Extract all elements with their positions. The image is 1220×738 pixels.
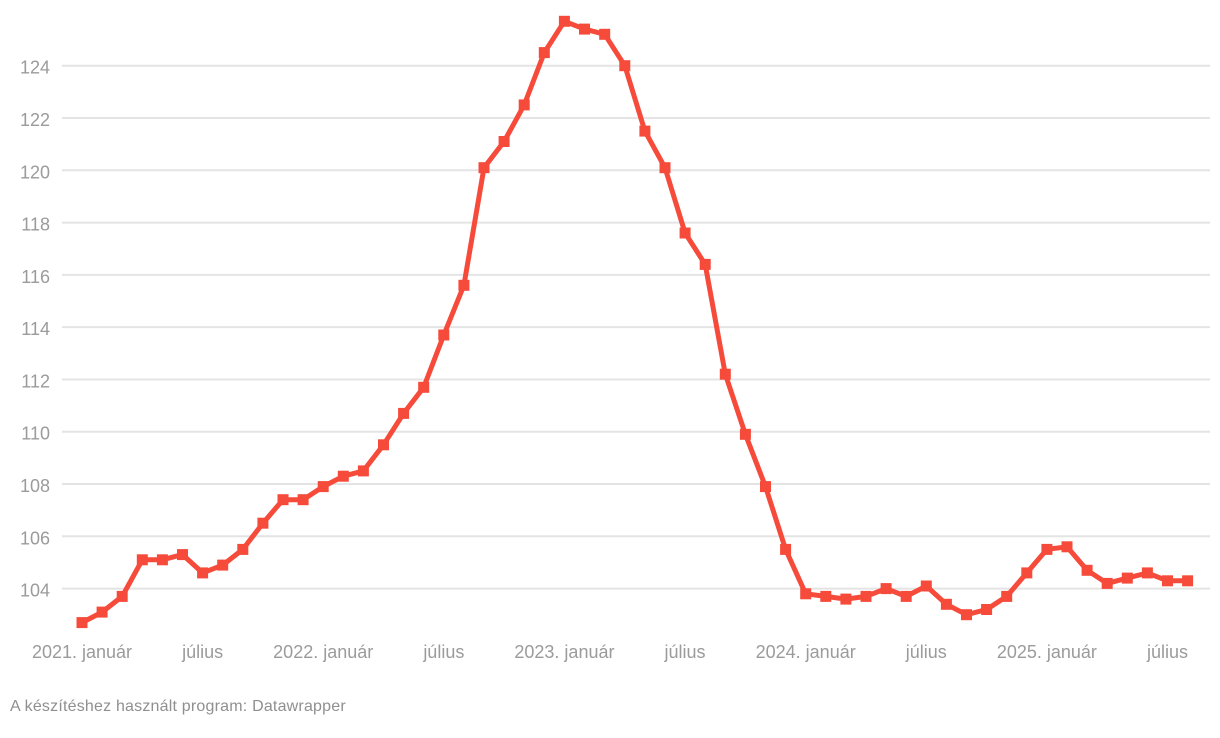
data-line bbox=[79, 18, 1191, 626]
data-point-marker bbox=[197, 567, 209, 579]
data-point-marker bbox=[177, 549, 188, 561]
data-point-marker bbox=[599, 28, 611, 40]
data-point-marker bbox=[116, 590, 128, 602]
data-point-marker bbox=[337, 470, 349, 482]
data-point-marker bbox=[76, 617, 88, 629]
data-point-marker bbox=[860, 590, 872, 602]
data-point-marker bbox=[1162, 575, 1173, 587]
data-point-marker bbox=[1081, 564, 1093, 576]
x-axis-label: július bbox=[905, 642, 947, 662]
data-point-marker bbox=[237, 543, 249, 555]
data-point-marker bbox=[780, 543, 792, 555]
y-axis-label: 118 bbox=[21, 215, 50, 235]
y-axis-label: 104 bbox=[20, 581, 50, 601]
data-point-marker bbox=[699, 258, 711, 270]
line-chart: 104 106 108 110 112 114 116 118 120 122 124 2021. … bbox=[20, 15, 1210, 662]
chart-footer: A készítéshez használt program: Datawrap… bbox=[10, 698, 346, 715]
x-axis-label: július bbox=[664, 642, 706, 662]
y-axis-label: 120 bbox=[20, 162, 50, 182]
data-point-marker bbox=[940, 598, 952, 610]
y-axis-label: 106 bbox=[20, 528, 50, 548]
data-point-marker bbox=[1182, 575, 1194, 587]
data-point-marker bbox=[800, 588, 812, 600]
y-axis-label: 114 bbox=[21, 319, 50, 339]
data-point-marker bbox=[961, 609, 972, 621]
x-axis-label: 2022. január bbox=[273, 642, 373, 662]
data-point-marker bbox=[538, 47, 550, 59]
data-point-marker bbox=[579, 23, 590, 35]
data-point-marker bbox=[900, 590, 912, 602]
data-point-marker bbox=[719, 368, 731, 380]
data-point-marker bbox=[217, 559, 229, 571]
data-point-marker bbox=[1041, 543, 1053, 555]
gridlines bbox=[62, 64, 1210, 590]
data-point-marker bbox=[277, 494, 289, 506]
data-point-marker bbox=[880, 583, 892, 595]
y-axis-label: 108 bbox=[20, 476, 50, 496]
data-point-marker bbox=[679, 227, 691, 239]
data-point-marker bbox=[981, 604, 993, 615]
x-axis-label: 2023. január bbox=[514, 642, 614, 662]
x-axis-label: 2021. január bbox=[32, 642, 132, 662]
data-point-marker bbox=[357, 465, 369, 477]
x-axis-label: július bbox=[422, 642, 464, 662]
data-point-marker bbox=[438, 329, 450, 341]
x-axis-labels: 2021. január július 2022. január július 2023… bbox=[32, 642, 1188, 662]
data-point-marker bbox=[498, 136, 510, 147]
data-point-marker bbox=[1021, 567, 1033, 579]
data-point-marker bbox=[619, 60, 631, 72]
data-point-marker bbox=[760, 481, 771, 493]
data-point-marker bbox=[156, 554, 168, 566]
x-axis-label: 2024. január bbox=[756, 642, 856, 662]
data-point-marker bbox=[317, 481, 329, 493]
data-point-marker bbox=[820, 590, 832, 602]
data-point-marker bbox=[1061, 541, 1073, 553]
data-point-marker bbox=[840, 593, 852, 605]
y-axis-label: 110 bbox=[21, 424, 50, 444]
data-point-marker bbox=[1121, 572, 1133, 584]
data-point-marker bbox=[639, 125, 651, 137]
y-axis-label: 122 bbox=[20, 110, 50, 130]
data-point-marker bbox=[297, 494, 309, 506]
data-point-marker bbox=[136, 554, 148, 566]
x-axis-label: 2025. január bbox=[997, 642, 1097, 662]
data-point-marker bbox=[478, 162, 490, 174]
data-point-marker bbox=[96, 606, 108, 618]
data-point-marker bbox=[1141, 567, 1153, 579]
x-axis-label: július bbox=[181, 642, 223, 662]
data-series bbox=[76, 15, 1194, 629]
data-point-marker bbox=[1101, 577, 1113, 589]
y-axis-label: 112 bbox=[21, 371, 50, 391]
data-point-marker bbox=[458, 279, 470, 291]
y-axis-labels: 104 106 108 110 112 114 116 118 120 122 124 bbox=[20, 58, 50, 601]
data-point-marker bbox=[418, 381, 430, 393]
data-point-marker bbox=[518, 99, 530, 111]
data-point-marker bbox=[920, 580, 932, 592]
data-point-marker bbox=[558, 15, 570, 27]
data-point-marker bbox=[378, 439, 389, 451]
data-point-marker bbox=[1001, 590, 1013, 602]
data-point-marker bbox=[659, 162, 671, 174]
y-axis-label: 116 bbox=[21, 267, 50, 287]
data-point-marker bbox=[257, 517, 269, 529]
y-axis-label: 124 bbox=[20, 58, 50, 78]
data-point-marker bbox=[398, 407, 410, 419]
data-point-marker bbox=[739, 428, 751, 440]
x-axis-label: július bbox=[1146, 642, 1188, 662]
